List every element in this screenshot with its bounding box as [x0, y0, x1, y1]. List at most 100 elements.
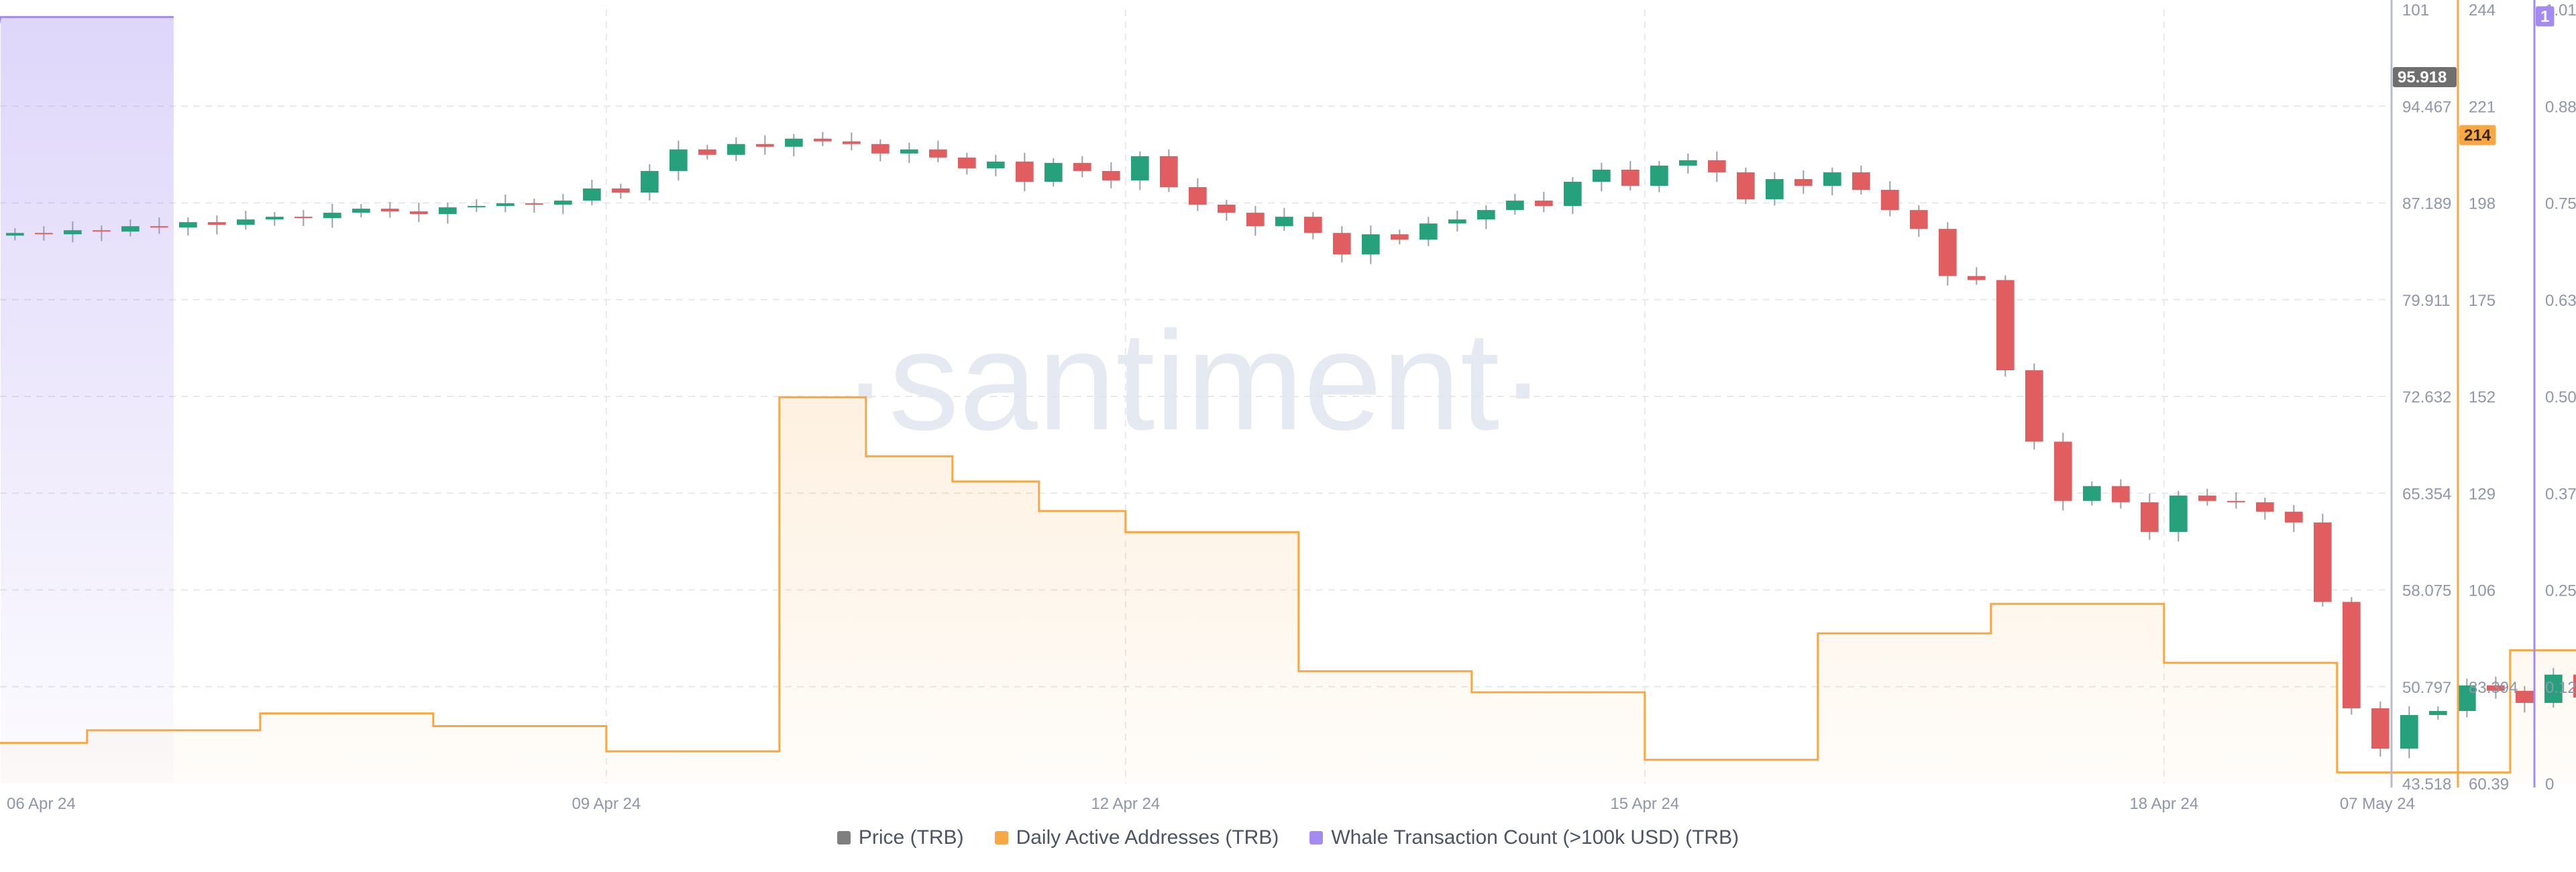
x-axis-tick-label: 09 Apr 24 [572, 795, 641, 813]
legend-swatch-whale-transaction-count [1309, 831, 1324, 844]
daa-current-badge: 214 [2459, 125, 2496, 146]
price-candle [2256, 497, 2274, 520]
candle-body [1189, 187, 1207, 205]
price-candle [1939, 222, 1957, 286]
candle-body [756, 144, 774, 147]
daily-active-addresses-axis-tick-label: 129 [2469, 485, 2496, 503]
candle-body [179, 222, 197, 228]
candle-body [468, 206, 486, 208]
candle-body [843, 141, 861, 144]
price-candle [1621, 160, 1640, 191]
price-axis-tick-label: 50.797 [2402, 679, 2451, 697]
candle-body [669, 149, 688, 171]
price-candle [1766, 172, 1784, 206]
candle-body [1823, 172, 1841, 186]
candle-body [1218, 205, 1236, 213]
candle-body [1621, 169, 1640, 186]
candle-body [6, 233, 24, 236]
candle-body [1246, 213, 1265, 227]
price-candle [2400, 706, 2418, 759]
candle-body [2169, 495, 2188, 532]
x-axis: 06 Apr 24 09 Apr 24 12 Apr 24 15 Apr 24 18 A… [7, 795, 2415, 813]
x-axis-tick-label: 15 Apr 24 [1610, 795, 1679, 813]
candle-body [1477, 210, 1495, 220]
price-candle [208, 215, 226, 235]
price-candle [1852, 165, 1870, 195]
whale-line [0, 15, 174, 24]
candle-body [1766, 178, 1784, 200]
whale-transaction-count-axis-tick-label: 0 [2545, 775, 2554, 794]
price-candle [727, 137, 745, 162]
price-candle [64, 221, 82, 243]
daily-active-addresses-axis-tick-label: 60.39 [2469, 775, 2509, 794]
price-candle [2371, 701, 2390, 757]
candle-body [1304, 217, 1322, 233]
candle-body [1362, 234, 1380, 255]
daily-active-addresses-axis-tick-label: 198 [2469, 195, 2496, 213]
price-candle [1246, 206, 1265, 236]
candle-body [2227, 500, 2245, 502]
price-candle [2198, 488, 2216, 506]
daily-active-addresses-line [0, 396, 2576, 774]
price-candle [2573, 674, 2576, 698]
whale-transaction-count-axis-tick-label: 0.884 [2545, 98, 2576, 116]
price-candle [1448, 211, 1466, 232]
candle-body [1564, 181, 1582, 207]
whale-current-badge: 1 [2536, 6, 2555, 27]
price-candle [1593, 162, 1611, 192]
candle-body [1939, 229, 1957, 276]
price-candle [2343, 597, 2361, 715]
candle-body [525, 203, 543, 205]
legend-item-price[interactable]: Price (TRB) [837, 826, 964, 849]
candle-body [1073, 162, 1091, 171]
candle-body [35, 233, 53, 235]
price-candle [1535, 192, 1553, 213]
candle-body [2573, 674, 2576, 698]
candle-body [237, 219, 255, 225]
x-axis-tick-label: 12 Apr 24 [1091, 795, 1160, 813]
price-candle [2487, 676, 2505, 699]
price-candle [2169, 490, 2188, 542]
price-candle [1737, 167, 1755, 205]
price-candle [1419, 217, 1438, 246]
candle-body [439, 207, 457, 215]
candle-body [1881, 190, 1899, 211]
price-candle [2544, 667, 2563, 708]
price-candle [496, 195, 515, 213]
candle-body [2256, 502, 2274, 512]
candle-body [1016, 161, 1034, 182]
price-candle [2458, 678, 2476, 718]
price-candle [439, 203, 457, 224]
candle-body [814, 138, 832, 142]
legend-label-daily-active-addresses: Daily Active Addresses (TRB) [1016, 826, 1279, 849]
price-axis-tick-label: 87.189 [2402, 195, 2451, 213]
whale-current-badge-text: 1 [2540, 7, 2549, 25]
price-candle [2314, 513, 2332, 607]
candle-body [2487, 685, 2505, 691]
candle-body [64, 230, 82, 235]
candle-body [900, 149, 918, 154]
legend-item-whale-transaction-count[interactable]: Whale Transaction Count (>100k USD) (TRB… [1309, 826, 1739, 849]
candle-body [2371, 708, 2390, 749]
legend: Price (TRB) Daily Active Addresses (TRB)… [0, 826, 2576, 849]
price-candle [1304, 212, 1322, 239]
price-current-badge-bg [2393, 67, 2457, 88]
daily-active-addresses-axis: 244 221 198 175 152 129 106 83.394 60.39 [2457, 0, 2518, 794]
price-candle [1073, 156, 1091, 178]
price-candle [1102, 162, 1120, 188]
price-candle [410, 203, 428, 222]
candle-body [2429, 710, 2447, 715]
candle-body [1131, 156, 1149, 180]
candle-body [2285, 511, 2303, 523]
price-candle [1275, 208, 1293, 231]
price-axis-tick-label: 43.518 [2402, 775, 2451, 794]
candle-body [871, 144, 890, 154]
price-axis-tick-label: 65.354 [2402, 485, 2451, 503]
legend-item-daily-active-addresses[interactable]: Daily Active Addresses (TRB) [994, 826, 1279, 849]
price-candle [641, 164, 659, 201]
candle-body [496, 203, 515, 207]
x-axis-tick-label: 18 Apr 24 [2129, 795, 2198, 813]
price-candle [468, 199, 486, 213]
candle-body [1535, 201, 1553, 207]
